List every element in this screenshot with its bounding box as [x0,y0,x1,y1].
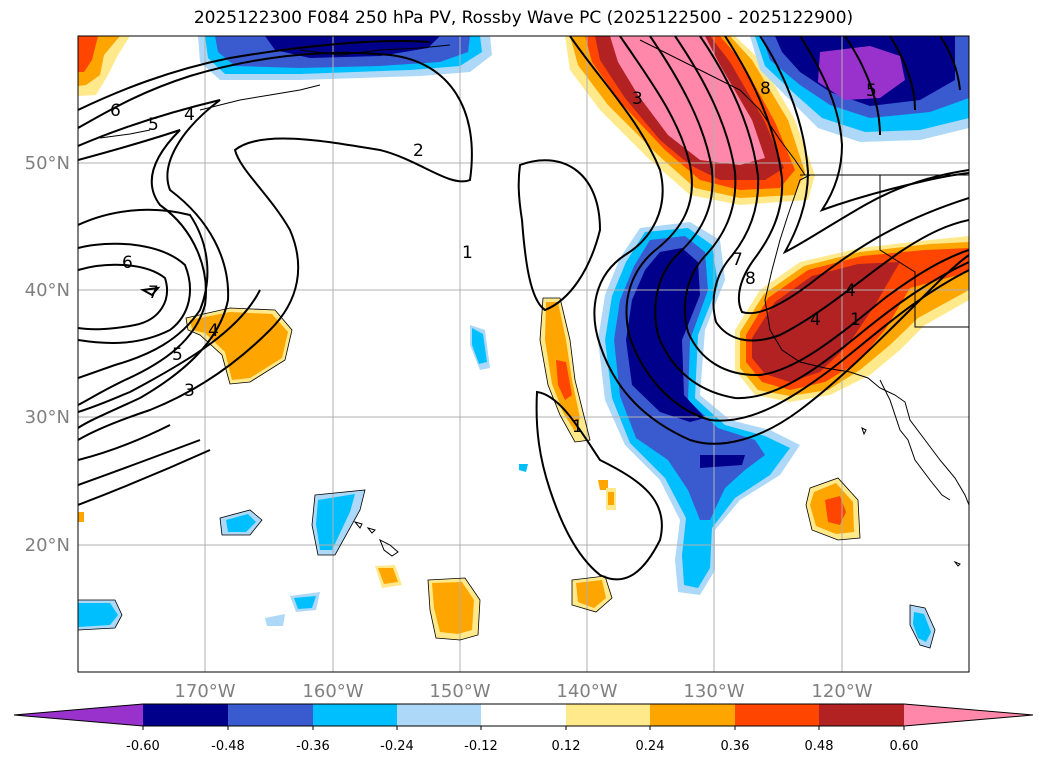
contour-label: 5 [172,345,183,365]
contour-label: 5 [148,115,159,135]
lat-tick-label: 40°N [25,280,70,301]
lat-tick-label: 20°N [25,535,70,556]
lon-tick-label: 150°W [429,681,490,702]
contour-label: 1 [462,243,473,263]
colorbar-segment [481,704,566,726]
contour-label: 4 [810,310,821,330]
anomaly-positive-topleft [78,36,130,96]
lon-tick-label: 170°W [174,681,235,702]
contour-label: 3 [632,89,643,109]
colorbar-segment [650,704,735,726]
colorbar-tick-label: 0.48 [805,739,834,754]
colorbar-segment [566,704,650,726]
lat-tick-label: 50°N [25,153,70,174]
contour-label: 7 [732,250,743,270]
colorbar-tick-label: 0.36 [721,739,750,754]
lat-tick-label: 30°N [25,407,70,428]
colorbar-segment [228,704,313,726]
colorbar-tick-label: -0.36 [296,739,330,754]
lon-tick-label: 120°W [811,681,872,702]
anomaly-negative-northeast [750,36,969,142]
contour-label: 4 [184,105,195,125]
anomaly-positive-east [735,236,969,402]
colorbar-segment [143,704,228,726]
colorbar-tick-label: -0.24 [380,739,414,754]
colorbar-tick-label: 0.60 [890,739,919,754]
lon-tick-labels: 170°W 160°W 150°W 140°W 130°W 120°W [174,681,872,702]
colorbar-segment [735,704,819,726]
shaded-anomaly-layer [78,36,969,648]
colorbar-extend-max [904,704,1033,726]
lon-tick-label: 160°W [302,681,363,702]
contour-label: 1 [572,417,583,437]
lon-tick-label: 140°W [556,681,617,702]
colorbar-tick-label: -0.12 [464,739,498,754]
colorbar-segment [397,704,481,726]
colorbar-tick-label: -0.48 [211,739,245,754]
colorbar-segment [313,704,397,726]
anomaly-positive-strip [540,298,590,442]
anomaly-positive-west [186,308,292,384]
contour-label: 8 [745,269,756,289]
map-border [77,35,970,673]
contour-label: 5 [866,81,877,101]
contour-label: 4 [845,281,856,301]
colorbar-tick-label: -0.60 [126,739,160,754]
lon-tick-label: 130°W [683,681,744,702]
lat-tick-labels: 20°N 30°N 40°N 50°N [25,153,70,556]
anomaly-negative-central [598,222,800,595]
colorbar-tick-label: 0.12 [552,739,581,754]
anomaly-outlines [78,297,936,649]
contour-label: 6 [122,253,133,273]
contour-label: 6 [110,101,121,121]
colorbar-tick-label: 0.24 [636,739,665,754]
contour-labels: 6 5 4 2 1 6 7 5 4 3 1 3 8 7 8 5 4 1 4 [110,79,877,437]
contour-label: 7 [148,283,159,303]
colorbar-segment [819,704,904,726]
colorbar-extend-min [14,704,143,726]
colorbar-tick-labels: -0.60 -0.48 -0.36 -0.24 -0.12 0.12 0.24 … [126,739,918,754]
contour-label: 8 [760,79,771,99]
pv-contours [78,36,969,581]
contour-label: 4 [208,321,219,341]
map-title: 2025122300 F084 250 hPa PV, Rossby Wave … [193,8,854,28]
contour-label: 3 [184,381,195,401]
colorbar: -0.60 -0.48 -0.36 -0.24 -0.12 0.12 0.24 … [13,703,1034,754]
contour-label: 2 [413,141,424,161]
contour-label: 1 [850,310,861,330]
